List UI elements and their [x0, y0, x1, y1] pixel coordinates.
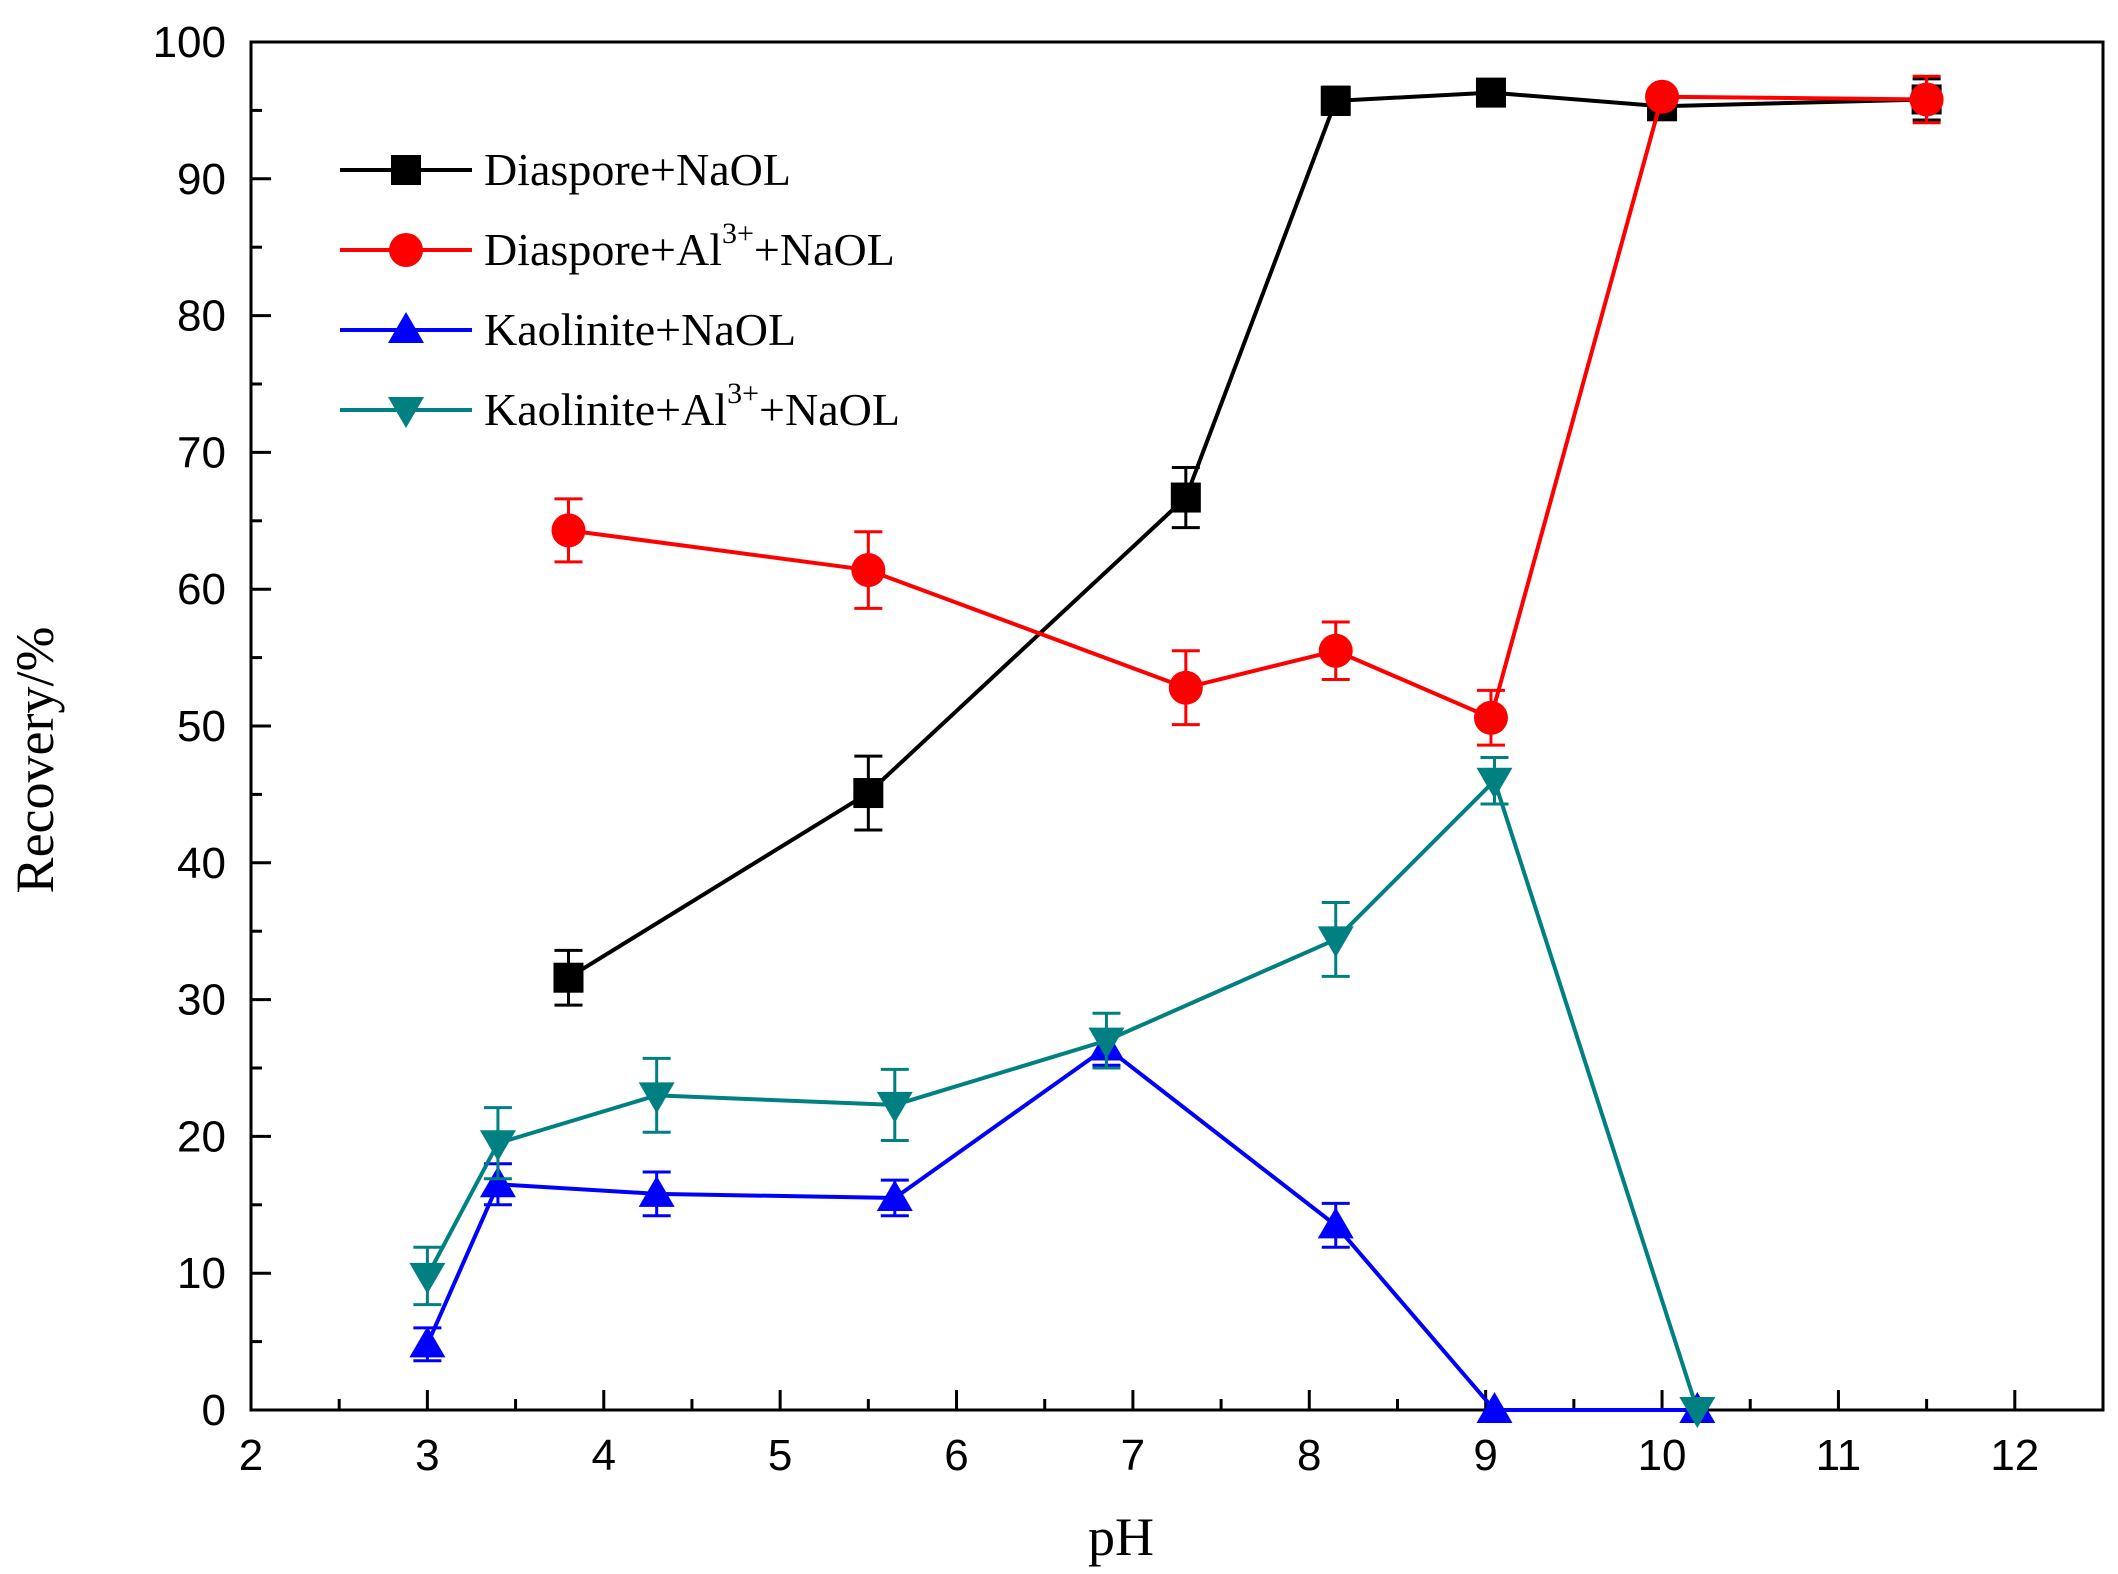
- legend: Diaspore+NaOLDiaspore+Al3++NaOLKaolinite…: [340, 144, 900, 435]
- data-point: [876, 1179, 913, 1211]
- data-point: [1475, 77, 1506, 108]
- data-point: [409, 1262, 446, 1294]
- legend-label-base: Kaolinite+Al: [484, 384, 727, 435]
- data-point: [638, 1082, 675, 1114]
- x-tick-label: 10: [1638, 1431, 1687, 1480]
- data-point: [851, 553, 886, 588]
- series-layer: [409, 74, 1944, 1428]
- y-tick-label: 20: [177, 1112, 226, 1161]
- series-2: [409, 1028, 1716, 1423]
- data-point: [409, 1326, 446, 1358]
- x-tick-label: 6: [944, 1431, 968, 1480]
- axes-layer: 2 3 4 5 6 7 8 9 10 11 12 0 10 20 30 40 50 60 70 80 90 100: [153, 18, 2040, 1480]
- legend-item: Diaspore+NaOL: [340, 144, 791, 195]
- x-tick-label: 9: [1473, 1431, 1497, 1480]
- y-axis-title: Recovery/%: [5, 627, 65, 894]
- y-tick-label: 60: [177, 565, 226, 614]
- data-point: [1679, 1397, 1716, 1428]
- y-tick-label: 10: [177, 1249, 226, 1298]
- x-tick-label: 11: [1816, 1431, 1862, 1480]
- legend-label-superscript: 3+: [722, 217, 754, 250]
- legend-label-base: Diaspore+NaOL: [484, 144, 791, 195]
- series-0: [553, 77, 1942, 1007]
- x-tick-label: 3: [415, 1431, 439, 1480]
- data-point: [1473, 700, 1508, 735]
- series-3: [409, 755, 1716, 1428]
- x-axis-title: pH: [1088, 1507, 1154, 1567]
- legend-item: Kaolinite+NaOL: [340, 304, 796, 355]
- y-tick-label: 0: [202, 1386, 226, 1435]
- series-1: [551, 74, 1944, 747]
- data-point: [1318, 633, 1353, 668]
- y-tick-label: 40: [177, 839, 226, 888]
- x-tick-label: 5: [768, 1431, 792, 1480]
- data-point: [1476, 1392, 1513, 1423]
- data-point: [553, 962, 584, 993]
- legend-marker: [388, 397, 424, 428]
- x-tick-label: 4: [592, 1431, 616, 1480]
- data-point: [1170, 482, 1201, 513]
- legend-label-tail: +NaOL: [754, 224, 895, 275]
- data-point: [1317, 926, 1354, 958]
- data-point: [1909, 82, 1944, 117]
- data-point: [1168, 670, 1203, 705]
- data-point: [853, 778, 884, 809]
- legend-marker: [391, 155, 421, 185]
- data-point: [479, 1130, 516, 1162]
- data-point: [1317, 1207, 1354, 1239]
- x-tick-label: 12: [1990, 1431, 2039, 1480]
- legend-marker: [388, 312, 424, 343]
- legend-marker: [389, 233, 423, 267]
- legend-label-tail: +NaOL: [759, 384, 900, 435]
- data-point: [551, 513, 586, 548]
- y-tick-label: 50: [177, 702, 226, 751]
- x-tick-label: 2: [239, 1431, 263, 1480]
- y-tick-label: 30: [177, 976, 226, 1025]
- data-point: [1476, 767, 1513, 799]
- legend-label: Diaspore+NaOL: [484, 144, 791, 195]
- series-line: [425, 778, 1700, 1411]
- legend-label: Kaolinite+Al3++NaOL: [484, 377, 900, 435]
- y-tick-label: 80: [177, 292, 226, 341]
- data-point: [638, 1175, 675, 1207]
- data-point: [1088, 1027, 1125, 1059]
- series-line: [425, 1045, 1698, 1412]
- y-tick-label: 90: [177, 155, 226, 204]
- legend-label-base: Diaspore+Al: [484, 224, 722, 275]
- data-point: [1645, 79, 1680, 114]
- legend-item: Diaspore+Al3++NaOL: [340, 217, 895, 275]
- y-tick-label: 100: [153, 18, 226, 67]
- legend-label-base: Kaolinite+NaOL: [484, 304, 796, 355]
- data-point: [479, 1166, 516, 1198]
- legend-item: Kaolinite+Al3++NaOL: [340, 377, 900, 435]
- y-tick-label: 70: [177, 428, 226, 477]
- x-tick-label: 8: [1297, 1431, 1321, 1480]
- data-point: [1320, 85, 1351, 116]
- legend-label-superscript: 3+: [727, 377, 759, 410]
- x-tick-label: 7: [1121, 1431, 1145, 1480]
- data-point: [876, 1091, 913, 1123]
- legend-label: Diaspore+Al3++NaOL: [484, 217, 895, 275]
- legend-label: Kaolinite+NaOL: [484, 304, 796, 355]
